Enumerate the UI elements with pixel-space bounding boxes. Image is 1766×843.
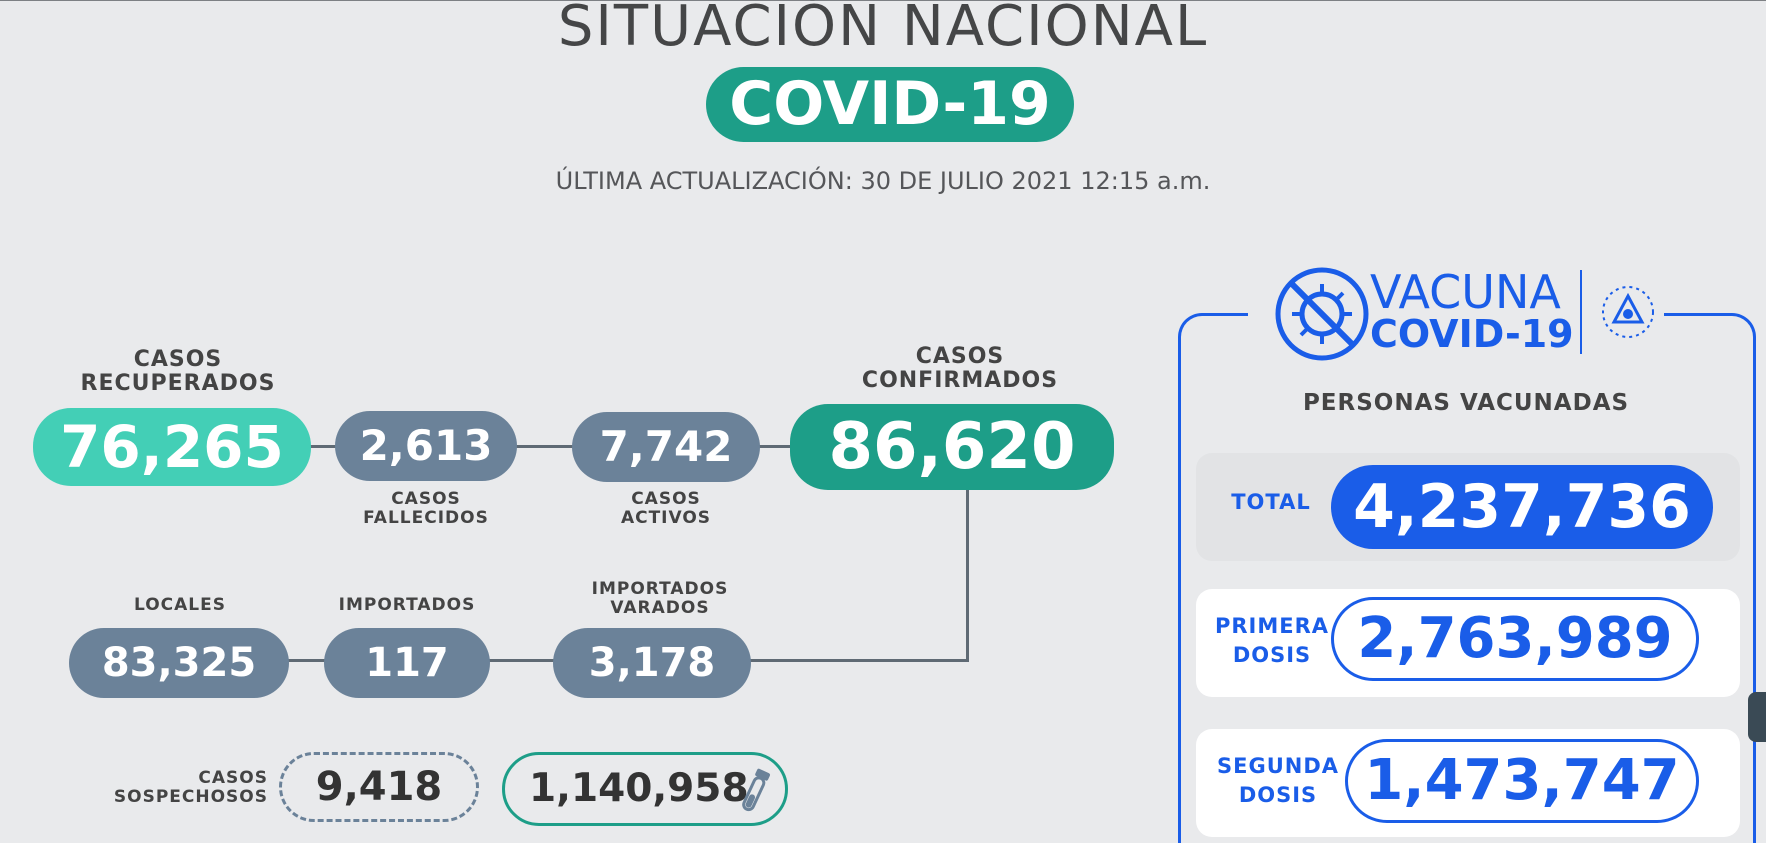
recovered-value: 76,265 — [33, 408, 311, 486]
first-dose-label: PRIMERA DOSIS — [1214, 614, 1330, 668]
test-tube-icon — [737, 765, 773, 821]
vaccine-logo: VACUNA COVID-19 — [1248, 262, 1664, 362]
active-value: 7,742 — [572, 412, 760, 482]
deceased-label: CASOS FALLECIDOS — [363, 489, 489, 528]
deceased-value: 2,613 — [335, 411, 517, 481]
active-label: CASOS ACTIVOS — [620, 489, 712, 528]
second-dose-label: SEGUNDA DOSIS — [1216, 754, 1340, 808]
vaccine-logo-word2: COVID-19 — [1370, 312, 1574, 356]
suspected-label: CASOS SOSPECHOSOS — [113, 768, 268, 807]
stranded-value: 3,178 — [553, 628, 751, 698]
logo-divider — [1580, 270, 1582, 354]
last-update-text: ÚLTIMA ACTUALIZACIÓN: 30 DE JULIO 2021 1… — [555, 167, 1211, 195]
covid-badge: COVID-19 — [706, 67, 1074, 142]
confirmed-value: 86,620 — [790, 404, 1114, 490]
top-border — [0, 0, 1766, 1]
page-title: SITUACIÓN NACIONAL — [557, 0, 1209, 59]
confirmed-label: CASOS CONFIRMADOS — [861, 344, 1059, 394]
second-dose-value: 1,473,747 — [1345, 739, 1699, 823]
imported-value: 117 — [324, 628, 490, 698]
first-dose-value: 2,763,989 — [1331, 597, 1699, 681]
connector-line-vertical — [966, 485, 969, 661]
total-label: TOTAL — [1231, 490, 1311, 514]
vaccinated-heading: PERSONAS VACUNADAS — [1302, 390, 1630, 416]
tests-value: 1,140,958 — [529, 766, 749, 811]
imported-label: IMPORTADOS — [338, 595, 476, 615]
side-tab-handle[interactable] — [1748, 692, 1766, 742]
suspected-value: 9,418 — [279, 752, 479, 822]
total-value: 4,237,736 — [1331, 465, 1713, 549]
coat-of-arms-icon — [1600, 284, 1656, 344]
second-dose-card — [1196, 729, 1740, 837]
recovered-label: CASOS RECUPERADOS — [80, 347, 276, 397]
virus-crossed-icon — [1274, 266, 1370, 366]
tests-box: 1,140,958 — [502, 752, 788, 826]
vaccine-logo-word1: VACUNA — [1370, 265, 1561, 319]
stranded-label: IMPORTADOS VARADOS — [591, 579, 729, 618]
local-label: LOCALES — [134, 595, 226, 615]
local-value: 83,325 — [69, 628, 289, 698]
